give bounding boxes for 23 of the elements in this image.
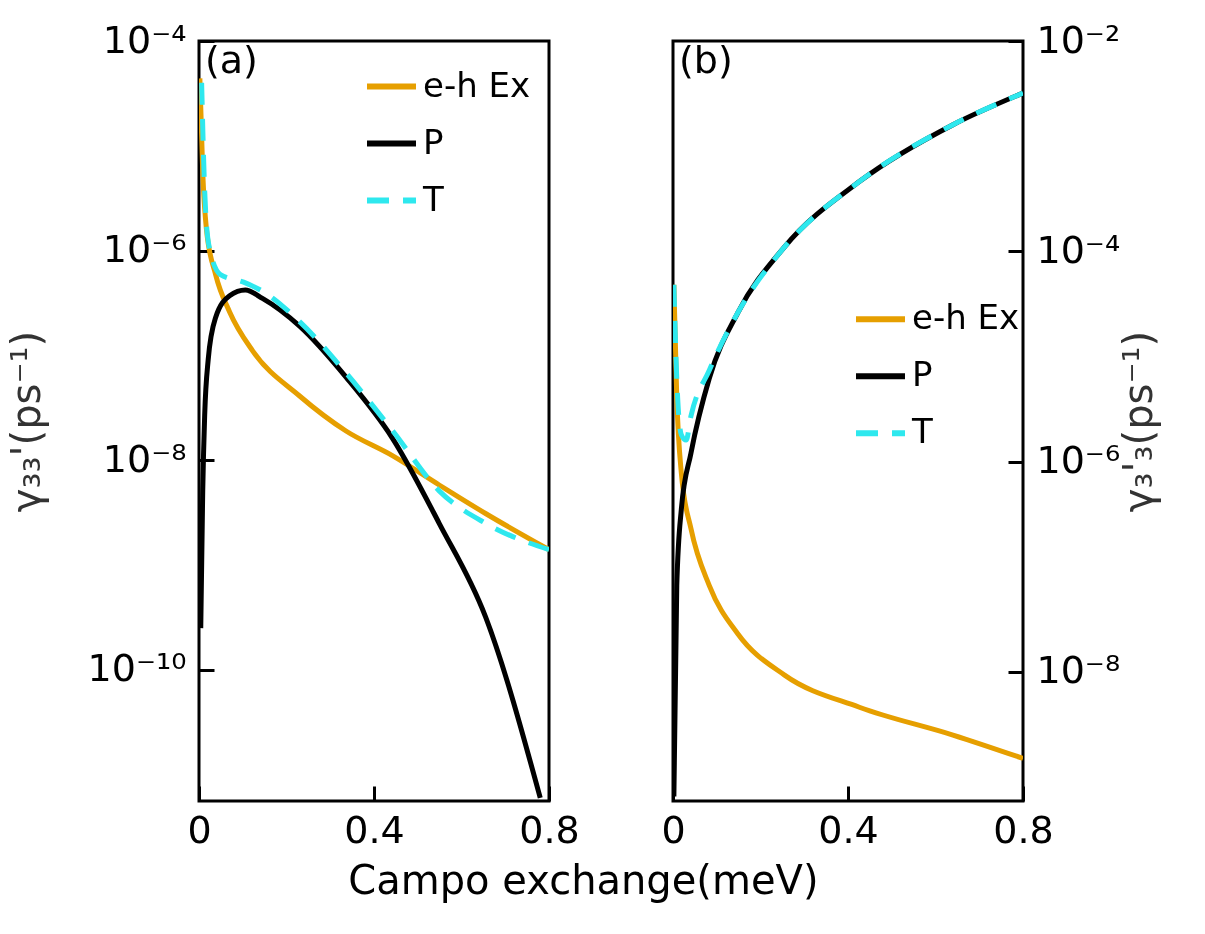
x-tick-label: 0.4	[344, 807, 405, 852]
legend-label: P	[423, 121, 444, 162]
y-tick-label: 10⁻⁴	[102, 17, 187, 62]
x-tick-label: 0.4	[818, 807, 879, 852]
legend-label: P	[912, 354, 933, 395]
x-tick-label: 0.8	[519, 807, 580, 852]
y-tick-label: 10⁻¹⁰	[87, 646, 187, 691]
legend-label: e-h Ex	[423, 64, 531, 105]
x-tick-label: 0	[661, 807, 686, 852]
annotation: (b)	[679, 38, 733, 82]
legend-label: T	[422, 178, 444, 219]
legend-label: T	[911, 411, 933, 452]
x-tick-label: 0	[187, 807, 212, 852]
x-tick-label: 0.8	[993, 807, 1054, 852]
y-tick-label: 10⁻⁶	[102, 227, 187, 272]
y2-tick-label: 10⁻⁸	[1036, 648, 1121, 693]
annotation: (a)	[205, 38, 258, 82]
y2-tick-label: 10⁻⁴	[1036, 227, 1121, 272]
legend-label: e-h Ex	[912, 297, 1020, 338]
x-axis-title: Campo exchange(meV)	[348, 856, 819, 903]
y-tick-label: 10⁻⁸	[102, 436, 187, 481]
y2-tick-label: 10⁻²	[1036, 17, 1121, 62]
y-axis-title: γ₃₃'(ps⁻¹)	[2, 330, 49, 513]
